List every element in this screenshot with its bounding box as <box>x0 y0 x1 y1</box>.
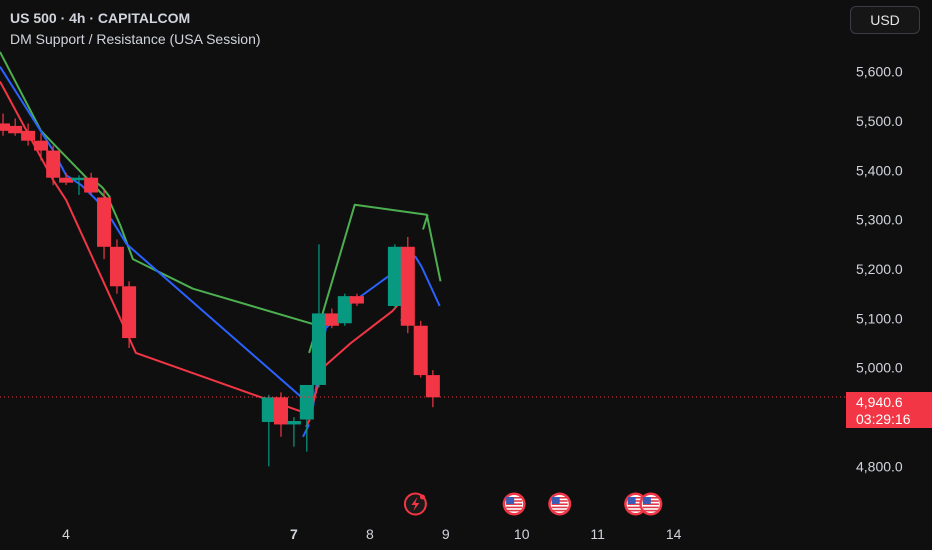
indicator-title[interactable]: DM Support / Resistance (USA Session) <box>10 31 261 47</box>
candle-body <box>84 177 99 193</box>
price-tick-label: 5,200.0 <box>856 261 903 277</box>
price-tick-label: 5,500.0 <box>856 113 903 129</box>
candle[interactable] <box>46 145 61 186</box>
candle-body <box>337 296 352 324</box>
price-tick-label: 5,300.0 <box>856 212 903 228</box>
candle[interactable] <box>337 293 352 326</box>
candle-body <box>273 397 288 425</box>
candle-body <box>122 286 137 339</box>
candle[interactable] <box>413 320 428 378</box>
candle-body <box>311 313 326 385</box>
time-tick-label: 9 <box>442 526 450 542</box>
candle[interactable] <box>59 172 74 186</box>
candle[interactable] <box>349 293 364 307</box>
candle-body <box>0 123 11 131</box>
us-flag-icon[interactable] <box>639 492 663 516</box>
candle-body <box>400 246 415 326</box>
candle[interactable] <box>71 175 86 195</box>
candle-body <box>349 296 364 304</box>
candle[interactable] <box>0 113 11 136</box>
chart-legend: US 500 · 4h · CAPITALCOM DM Support / Re… <box>10 8 261 50</box>
candle-body <box>425 375 440 398</box>
candle-body <box>71 177 86 181</box>
us-flag-icon[interactable] <box>548 492 572 516</box>
candle[interactable] <box>273 392 288 437</box>
candle-body <box>46 150 61 178</box>
price-tick-label: 5,100.0 <box>856 310 903 326</box>
time-axis[interactable]: 4 7 8 9 10 11 14 <box>62 526 681 542</box>
candle-body <box>324 313 339 326</box>
us-flag-icon[interactable] <box>502 492 526 516</box>
candle[interactable] <box>109 239 124 294</box>
candle-body <box>97 197 112 247</box>
candle[interactable] <box>21 123 36 146</box>
candle[interactable] <box>286 417 301 447</box>
price-tick-label: 4,800.0 <box>856 458 903 474</box>
candle-body <box>8 125 23 134</box>
candle[interactable] <box>387 244 402 309</box>
candle-body <box>109 246 124 287</box>
time-tick-label: 11 <box>590 526 605 542</box>
candle[interactable] <box>324 308 339 329</box>
price-tick-label: 5,400.0 <box>856 162 903 178</box>
candle-body <box>286 420 301 425</box>
time-tick-label: 8 <box>366 526 374 542</box>
candle-body <box>21 130 36 141</box>
time-tick-label: 4 <box>62 526 70 542</box>
candle[interactable] <box>299 384 314 452</box>
candles <box>0 113 440 467</box>
time-tick-label: 10 <box>514 526 530 542</box>
candle[interactable] <box>34 133 49 161</box>
candle-body <box>59 177 74 183</box>
candle[interactable] <box>425 370 440 408</box>
last-price-label: 4,940.6 03:29:16 <box>846 392 932 428</box>
candle-body <box>413 325 428 376</box>
symbol-title[interactable]: US 500 · 4h · CAPITALCOM <box>10 10 191 26</box>
price-tick-label: 5,000.0 <box>856 360 903 376</box>
candle[interactable] <box>261 394 276 467</box>
time-tick-label: 7 <box>290 526 298 542</box>
candle[interactable] <box>84 172 99 195</box>
candle[interactable] <box>97 190 112 260</box>
time-tick-label: 14 <box>666 526 682 542</box>
candle-body <box>299 384 314 420</box>
currency-button[interactable]: USD <box>850 6 920 34</box>
price-axis[interactable]: 5,600.0 5,500.0 5,400.0 5,300.0 5,200.0 5,100… <box>856 64 903 475</box>
candle-body <box>387 246 402 307</box>
event-markers[interactable] <box>403 492 663 516</box>
flash-icon[interactable] <box>403 492 427 516</box>
candle-body <box>34 140 49 151</box>
candle[interactable] <box>8 118 23 136</box>
bar-countdown: 03:29:16 <box>856 411 911 427</box>
price-tick-label: 5,600.0 <box>856 64 903 80</box>
candle[interactable] <box>400 236 415 334</box>
last-price-value: 4,940.6 <box>856 394 903 410</box>
candle-body <box>261 397 276 422</box>
blue-level-line <box>302 423 310 438</box>
green-level-line <box>422 214 429 230</box>
candle[interactable] <box>311 244 326 388</box>
candle[interactable] <box>122 281 137 348</box>
